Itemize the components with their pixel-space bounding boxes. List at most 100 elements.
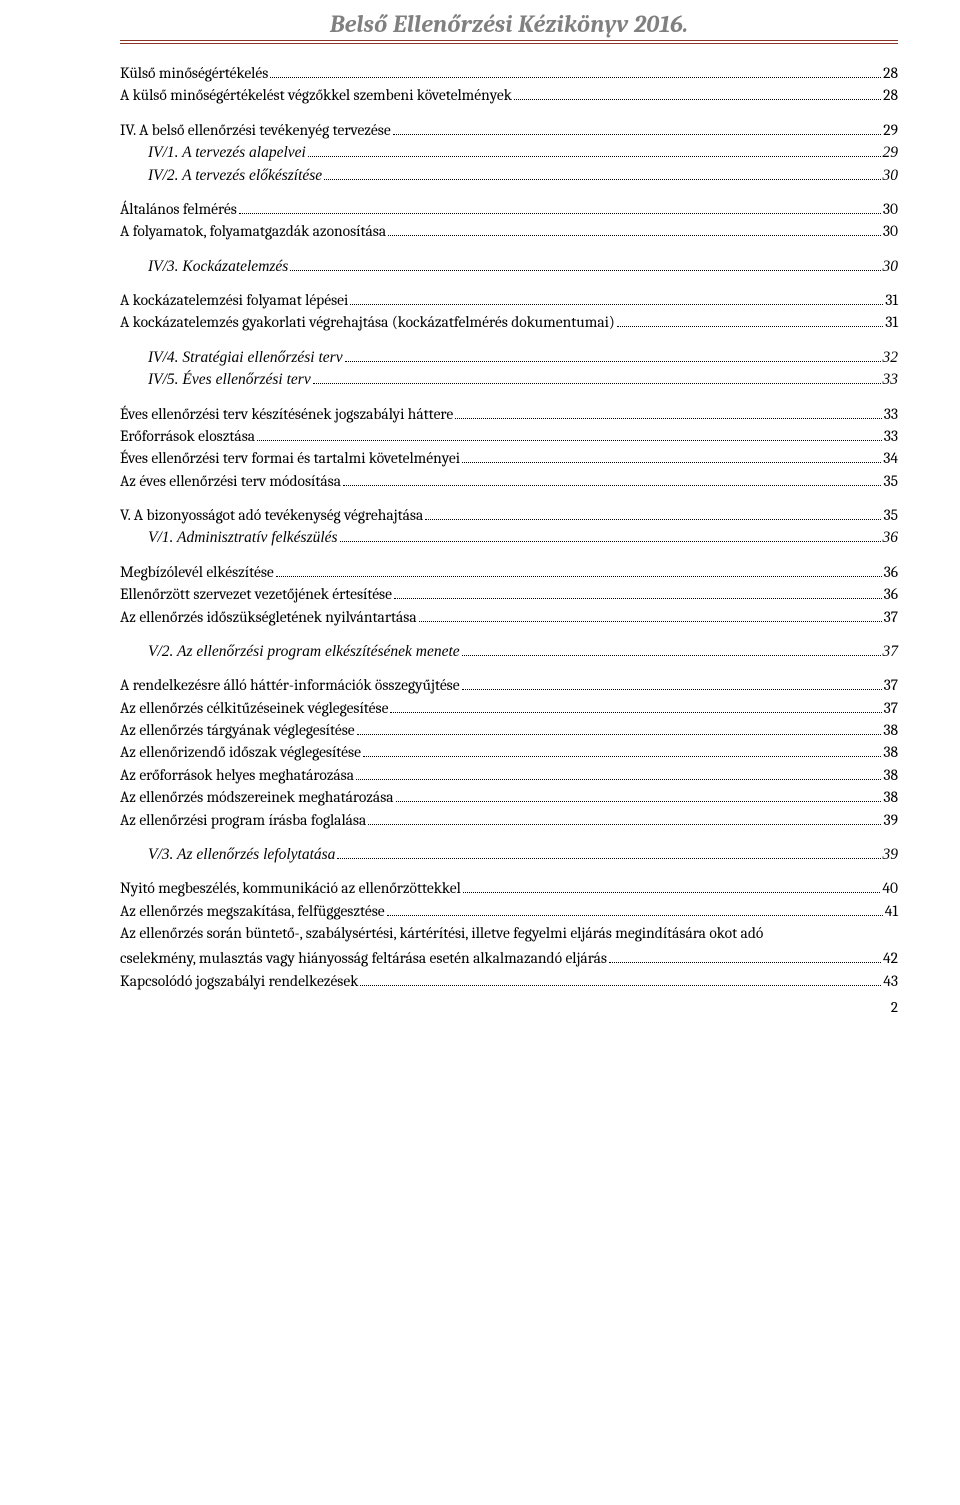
toc-entry: Az ellenőrzési program írásba foglalása … [120,811,898,830]
toc-entry-text: A külső minőségértékelést végzőkkel szem… [120,86,512,105]
toc-entry-page: 31 [885,313,898,332]
toc-entry-text: cselekmény, mulasztás vagy hiányosság fe… [120,949,607,968]
toc-entry-page: 33 [884,427,898,446]
toc-entry: Éves ellenőrzési terv készítésének jogsz… [120,405,898,424]
toc-entry-page: 33 [883,370,899,389]
toc-entry-text: Külső minőségértékelés [120,64,268,83]
toc-leader [455,408,882,419]
toc-entry-text: V/1. Adminisztratív felkészülés [148,528,338,547]
toc-entry-page: 30 [883,200,898,219]
toc-entry-text: Az ellenőrzési program írásba foglalása [120,811,366,830]
toc-entry: A kockázatelemzés gyakorlati végrehajtás… [120,313,898,332]
toc-entry: Erőforrások elosztása 33 [120,427,898,446]
toc-entry-text: Az erőforrások helyes meghatározása [120,766,354,785]
toc-entry-page: 37 [884,676,898,695]
toc-entry-page: 41 [885,902,898,921]
toc-entry-page: 35 [883,472,898,491]
toc-entry: A kockázatelemzési folyamat lépései 31 [120,291,898,310]
toc-entry: Az éves ellenőrzési terv módosítása 35 [120,472,898,491]
toc-entry-text: Megbízólevél elkészítése [120,563,274,582]
toc-entry-text: V. A bizonyosságot adó tevékenység végre… [120,506,423,525]
toc-entry-text: Az éves ellenőrzési terv módosítása [120,472,341,491]
toc-leader [290,260,880,271]
toc-leader [425,509,881,520]
toc-entry-page: 30 [883,257,899,276]
toc-leader [350,294,883,305]
toc-entry-page: 32 [883,348,899,367]
toc-entry-text: IV/2. A tervezés előkészítése [148,166,322,185]
toc-entry-text: V/2. Az ellenőrzési program elkészítésén… [148,642,460,661]
toc-entry: Az ellenőrzés időszükségletének nyilvánt… [120,608,898,627]
toc-entry: Az ellenőrizendő időszak véglegesítése 3… [120,743,898,762]
toc-entry: Az ellenőrzés megszakítása, felfüggeszté… [120,902,898,921]
toc-entry-text: Az ellenőrzés időszükségletének nyilvánt… [120,608,417,627]
toc-leader [270,67,881,78]
toc-entry-page: 29 [883,143,899,162]
toc-leader [394,588,882,599]
page-header: Belső Ellenőrzési Kézikönyv 2016. [120,10,898,44]
toc-entry-text: A kockázatelemzési folyamat lépései [120,291,348,310]
toc-entry-text: Nyitó megbeszélés, kommunikáció az ellen… [120,879,461,898]
toc-leader [396,791,882,802]
toc-leader [463,882,881,893]
toc-entry-text: Kapcsolódó jogszabályi rendelkezések [120,972,358,991]
toc-leader [337,848,880,859]
toc-entry-page: 35 [883,506,898,525]
toc-entry-page: 30 [883,222,898,241]
toc-entry-text: Az ellenőrzés célkitűzéseinek véglegesít… [120,699,388,718]
toc-entry: V/1. Adminisztratív felkészülés 36 [120,528,898,547]
toc-gap [120,279,898,291]
toc-leader [239,203,881,214]
toc-entry-page: 36 [884,585,898,604]
toc-gap [120,494,898,506]
toc-gap [120,867,898,879]
toc-gap [120,833,898,845]
toc-leader [609,953,881,964]
toc-gap [120,188,898,200]
toc-entry-page: 28 [883,64,898,83]
toc-entry-page: 33 [884,405,898,424]
toc-entry-page: 38 [883,788,898,807]
toc-entry-text: Az ellenőrzés módszereinek meghatározása [120,788,394,807]
toc-entry-text: Ellenőrzött szervezet vezetőjének értesí… [120,585,392,604]
toc-leader [390,702,881,713]
toc-entry: Külső minőségértékelés 28 [120,64,898,83]
toc-entry-text: IV/1. A tervezés alapelvei [148,143,306,162]
toc-entry-page: 30 [883,166,899,185]
toc-entry: V. A bizonyosságot adó tevékenység végre… [120,506,898,525]
page-number: 2 [891,998,898,1016]
toc-entry-text: IV/3. Kockázatelemzés [148,257,288,276]
toc-entry: A rendelkezésre álló háttér-információk … [120,676,898,695]
toc-entry: IV/2. A tervezés előkészítése 30 [120,166,898,185]
toc-entry-text: IV/5. Éves ellenőrzési terv [148,370,311,389]
toc-entry-page: 39 [883,811,898,830]
toc-leader [419,611,882,622]
toc-entry-text: Az ellenőrzés során büntető-, szabálysér… [120,924,898,943]
toc-entry-text: IV/4. Stratégiai ellenőrzési terv [148,348,343,367]
toc-leader [514,90,881,101]
toc-entry-page: 37 [883,642,899,661]
toc-leader [257,430,882,441]
toc-entry-text: IV. A belső ellenőrzési tevékenyég terve… [120,121,391,140]
toc-gap [120,245,898,257]
toc-leader [345,351,881,362]
toc-entry-text: Erőforrások elosztása [120,427,255,446]
toc-entry: Az ellenőrzés célkitűzéseinek véglegesít… [120,699,898,718]
toc-leader [308,146,881,157]
toc-entry: V/3. Az ellenőrzés lefolytatása 39 [120,845,898,864]
toc-entry: Általános felmérés 30 [120,200,898,219]
toc-gap [120,109,898,121]
header-title: Belső Ellenőrzési Kézikönyv 2016. [330,10,688,38]
toc-entry-page: 39 [883,845,899,864]
toc-entry: Éves ellenőrzési terv formai és tartalmi… [120,449,898,468]
toc-entry: A folyamatok, folyamatgazdák azonosítása… [120,222,898,241]
toc-entry-page: 38 [883,766,898,785]
toc-entry-text: Az ellenőrizendő időszak véglegesítése [120,743,361,762]
toc-leader [387,905,883,916]
toc-entry-page: 38 [883,721,898,740]
toc-leader [313,373,881,384]
toc-entry: Ellenőrzött szervezet vezetőjének értesí… [120,585,898,604]
toc-leader [357,724,882,735]
toc-entry-text: Általános felmérés [120,200,237,219]
toc-entry-page: 37 [884,699,898,718]
